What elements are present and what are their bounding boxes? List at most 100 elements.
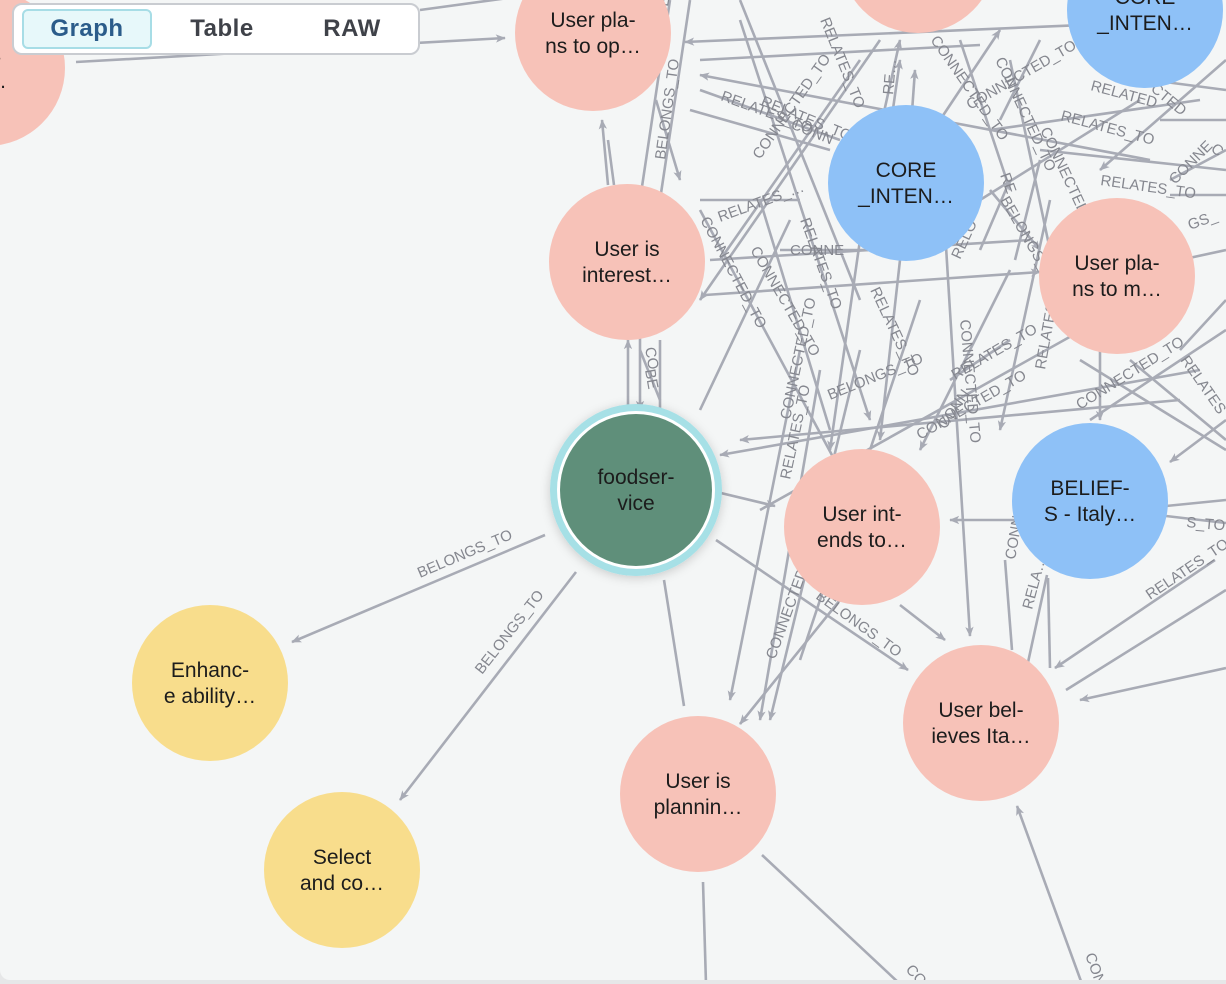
graph-edge[interactable] <box>1169 418 1226 464</box>
node-circle[interactable] <box>549 184 705 340</box>
graph-node[interactable]: CORE _INTEN… <box>828 105 984 261</box>
node-label: User is <box>665 770 730 793</box>
graph-edge[interactable] <box>827 239 862 451</box>
graph-edge[interactable] <box>1099 59 1226 171</box>
graph-edge[interactable] <box>699 43 981 62</box>
edge-label: RE… <box>880 58 900 95</box>
graph-edge[interactable] <box>1079 666 1226 703</box>
node-circle[interactable] <box>784 449 940 605</box>
graph-edge[interactable] <box>1079 358 1226 452</box>
graph-edge[interactable] <box>978 179 1012 251</box>
edge-label: CONN <box>1081 951 1112 980</box>
node-circle[interactable] <box>840 0 996 33</box>
graph-edge[interactable] <box>715 538 909 672</box>
graph-edge[interactable] <box>989 98 1201 132</box>
node-circle[interactable] <box>132 605 288 761</box>
graph-edge[interactable] <box>1015 805 1082 980</box>
graph-edge[interactable] <box>949 338 1011 382</box>
graph-node[interactable]: User is plannin… <box>620 716 776 872</box>
graph-edge[interactable] <box>658 0 692 201</box>
graph-edge[interactable] <box>1165 498 1226 508</box>
graph-edge[interactable] <box>638 349 662 401</box>
graph-edge[interactable] <box>958 39 1012 191</box>
graph-node[interactable]: User pla-ns to op… <box>515 0 671 111</box>
node-circle[interactable] <box>620 716 776 872</box>
node-circle[interactable] <box>828 105 984 261</box>
node-label: r is <box>0 44 1 67</box>
node-label: CORE <box>876 159 937 182</box>
graph-edge[interactable] <box>698 209 842 471</box>
node-circle[interactable] <box>903 645 1059 801</box>
edge-label: BE <box>641 368 661 391</box>
graph-edge[interactable] <box>701 881 708 980</box>
tab-graph[interactable]: Graph <box>22 9 152 49</box>
graph-edge[interactable] <box>606 139 616 186</box>
graph-node[interactable]: User bel-ieves Ita… <box>903 645 1059 801</box>
node-circle[interactable] <box>1067 0 1223 88</box>
graph-edge[interactable] <box>291 533 546 644</box>
graph-edge[interactable] <box>997 199 1052 431</box>
node-circle[interactable] <box>264 792 420 948</box>
node-label: and co… <box>300 872 384 895</box>
node-label: S - Italy… <box>1044 503 1136 526</box>
graph-node[interactable]: BELIEF- S - Italy… <box>1012 423 1168 579</box>
graph-edge[interactable] <box>718 59 862 261</box>
node-circle[interactable] <box>1039 198 1195 354</box>
graph-edge[interactable] <box>704 268 1041 297</box>
graph-edge[interactable] <box>1065 588 1226 692</box>
graph-edge[interactable] <box>1165 514 1226 525</box>
node-label: interest… <box>582 264 672 287</box>
graph-edge[interactable] <box>979 98 1141 202</box>
graph-edge[interactable] <box>419 0 530 12</box>
graph-node[interactable]: CORE _INTEN… <box>1067 0 1223 88</box>
graph-edge[interactable] <box>1008 59 1052 251</box>
graph-edge[interactable] <box>989 189 1041 251</box>
graph-node[interactable]: Enhanc-e ability… <box>132 605 288 761</box>
graph-edge[interactable] <box>1046 577 1052 669</box>
graph-node[interactable]: Select and co… <box>264 792 420 948</box>
graph-edge[interactable] <box>876 259 902 441</box>
graph-node[interactable]: User pla-ns to m… <box>1039 198 1195 354</box>
graph-edge[interactable] <box>758 199 832 431</box>
node-circle[interactable] <box>560 414 712 566</box>
graph-edge[interactable] <box>918 269 1012 451</box>
graph-edge[interactable] <box>598 119 610 186</box>
nodes-layer: r iser…User pla-ns to op…CORE_INTEN…CORE… <box>0 0 1223 948</box>
graph-edge[interactable] <box>727 349 802 701</box>
node-label: _INTEN… <box>1096 12 1193 35</box>
graph-node-selected[interactable]: foodser-vice <box>550 404 722 576</box>
graph-edge[interactable] <box>899 603 946 642</box>
graph-edge[interactable] <box>398 571 578 801</box>
graph-edge[interactable] <box>1129 359 1226 441</box>
graph-node[interactable]: User int-ends to… <box>784 449 940 605</box>
graph-node[interactable]: User is interest… <box>549 184 705 340</box>
tab-raw[interactable]: RAW <box>323 15 381 42</box>
node-label: er… <box>0 70 7 93</box>
node-circle[interactable] <box>1012 423 1168 579</box>
graph-edge[interactable] <box>938 29 1002 121</box>
graph-edge[interactable] <box>1013 159 1042 261</box>
graph-edge[interactable] <box>1179 299 1226 351</box>
graph-edge[interactable] <box>943 229 974 637</box>
graph-edge[interactable] <box>1054 558 1216 670</box>
graph-node[interactable] <box>840 0 996 33</box>
node-circle[interactable] <box>515 0 671 111</box>
graph-edge[interactable] <box>738 599 842 725</box>
graph-edge[interactable] <box>998 39 1042 121</box>
graph-edge[interactable] <box>738 19 872 421</box>
graph-edge[interactable] <box>1003 559 1014 651</box>
edge-label: CO <box>641 346 662 371</box>
edge-label: CONNE <box>790 242 844 259</box>
graph-edge[interactable] <box>662 579 686 707</box>
graph-edge[interactable] <box>739 398 1181 444</box>
graph-edge[interactable] <box>761 854 900 980</box>
graph-edge[interactable] <box>654 99 682 181</box>
node-label: User pla- <box>550 9 635 32</box>
graph-edge[interactable] <box>1089 328 1226 422</box>
graph-edge[interactable] <box>1169 148 1226 182</box>
node-label: BELIEF- <box>1050 477 1129 500</box>
graph-edge[interactable] <box>689 108 831 152</box>
tab-table[interactable]: Table <box>190 15 254 42</box>
